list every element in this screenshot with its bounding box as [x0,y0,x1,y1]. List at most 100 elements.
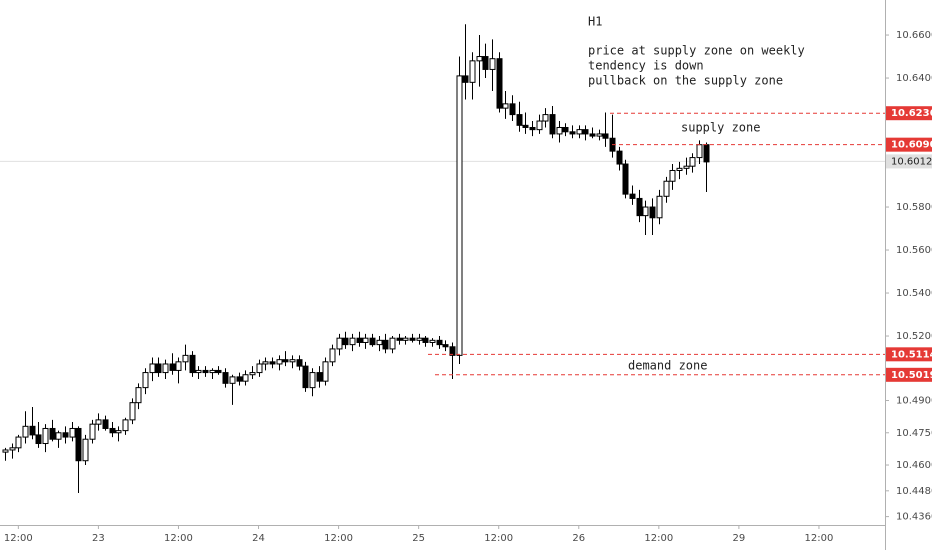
candle-body [15,436,22,449]
candle-body [462,75,469,83]
candle-body [376,339,383,346]
x-tick-label: 12:00 [484,533,513,544]
candle-body [229,376,236,384]
candle-body [703,144,710,163]
candle-body [42,427,49,445]
candle-body [616,150,623,165]
candle-body [669,169,676,182]
candle-body [683,165,690,169]
candle-body [596,133,603,137]
candle-body [549,114,556,135]
y-tick-label: 10.66000 [896,30,932,41]
y-tick-label: 10.64000 [896,73,932,84]
level-box [886,347,932,362]
candle-body [416,337,423,341]
candle-body [569,131,576,135]
candle-body [502,103,509,109]
candle-body [429,339,436,343]
zone-label: supply zone [681,121,760,135]
candle-body [629,193,636,199]
last-price-label: 10.60123 [891,156,932,167]
candle-body [496,58,503,109]
candle-body [402,337,409,341]
y-tick-label: 10.54000 [896,288,932,299]
x-tick-label: 12:00 [805,533,834,544]
note: pullback on the supply zone [588,74,783,88]
candle-body [556,126,563,135]
note: H1 [588,15,602,29]
candle-body [115,430,122,434]
candle-body [642,206,649,217]
candle-body [542,114,549,122]
candle-body [649,206,656,219]
candle-body [175,361,182,371]
y-tick-label: 10.46000 [896,460,932,471]
y-tick-label: 10.44800 [896,486,932,497]
candle-body [449,346,456,356]
candle-body [22,425,29,438]
candle-body [155,363,162,374]
level-label: 10.60901 [891,140,932,151]
candle-body [576,129,583,135]
candle-body [122,419,129,432]
candle-body [562,126,569,133]
candle-body [2,449,9,453]
candle-body [309,372,316,389]
candle-body [262,361,269,365]
candle-body [422,337,429,343]
candle-body [29,425,36,436]
candle-body [222,372,229,384]
candle-body [55,432,62,440]
x-tick-label: 12:00 [164,533,193,544]
candle-body [296,359,303,367]
candle-body [182,354,189,363]
candle-body [62,432,69,438]
candle-body [49,427,56,440]
y-tick-label: 10.43600 [896,512,932,523]
candle-body [162,363,169,374]
candle-body [35,434,42,445]
y-tick-label: 10.56000 [896,245,932,256]
candle-body [516,114,523,126]
candle-body [256,363,263,374]
candle-body [215,369,222,374]
level-box [886,106,932,121]
candle-body [636,197,643,217]
candle-body [482,56,489,70]
candle-body [456,75,463,356]
candle-body [696,144,703,159]
y-tick-label: 10.49000 [896,396,932,407]
candle-body [489,58,496,70]
candle-body [469,60,476,83]
candle-body [389,337,396,350]
candle-body [89,423,96,440]
candle-body [195,369,202,374]
candle-body [75,427,82,462]
candle-body [329,348,336,363]
candle-body [602,133,609,139]
candle-body [409,337,416,341]
x-tick-label: 26 [572,533,585,544]
last-price-box [886,154,932,169]
candle-body [663,180,670,197]
y-tick-label: 10.58000 [896,202,932,213]
y-tick-label: 10.52000 [896,331,932,342]
candle-body [142,372,149,389]
candle-body [582,129,589,135]
x-tick-label: 12:00 [4,533,33,544]
candle-body [349,337,356,346]
candle-body [342,337,349,346]
candle-body [356,337,363,343]
candle-body [302,365,309,389]
candle-body [269,361,276,365]
candle-body [589,133,596,137]
level-box [886,137,932,152]
note: price at supply zone on weekly [588,44,805,58]
y-tick-label: 10.47500 [896,428,932,439]
candle-body [436,339,443,346]
x-tick-label: 12:00 [644,533,673,544]
candle-body [102,419,109,429]
candle-body [149,363,156,374]
candle-body [169,363,176,371]
